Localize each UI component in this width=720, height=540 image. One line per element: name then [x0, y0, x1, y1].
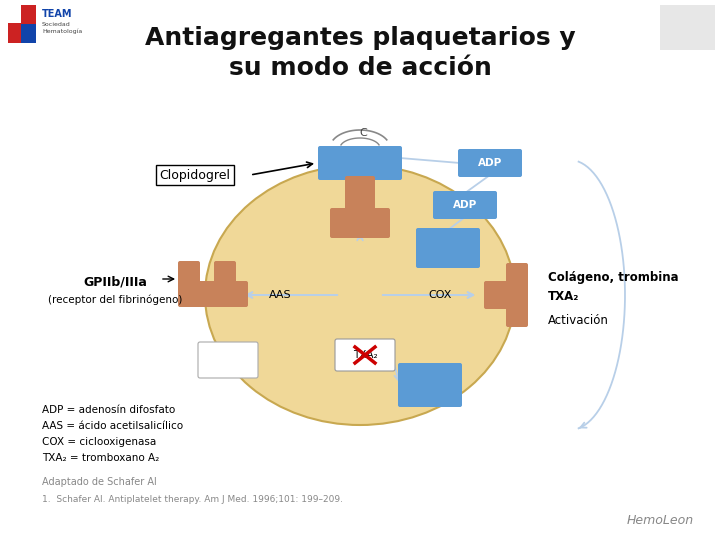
Text: su modo de acción: su modo de acción	[228, 56, 492, 80]
Text: ADP: ADP	[453, 200, 477, 210]
FancyBboxPatch shape	[416, 228, 480, 268]
Text: ADP: ADP	[478, 158, 502, 168]
Bar	[21, 24, 36, 43]
Bar	[8, 5, 93, 45]
Text: Sociedad
Hematología: Sociedad Hematología	[42, 22, 82, 33]
FancyBboxPatch shape	[433, 191, 497, 219]
Text: (receptor del fibrinógeno): (receptor del fibrinógeno)	[48, 295, 182, 305]
FancyBboxPatch shape	[178, 261, 200, 297]
Text: AAS = ácido acetilsalicílico: AAS = ácido acetilsalicílico	[42, 421, 183, 431]
Text: TXA₂: TXA₂	[548, 289, 580, 302]
Text: COX = ciclooxigenasa: COX = ciclooxigenasa	[42, 437, 156, 447]
FancyBboxPatch shape	[330, 208, 390, 238]
Text: Antiagregantes plaquetarios y: Antiagregantes plaquetarios y	[145, 26, 575, 50]
FancyBboxPatch shape	[506, 301, 528, 327]
Text: Colágeno, trombina: Colágeno, trombina	[548, 272, 679, 285]
Bar	[8, 5, 21, 23]
FancyBboxPatch shape	[345, 176, 375, 212]
FancyBboxPatch shape	[178, 281, 248, 307]
Text: TXA₂: TXA₂	[353, 350, 377, 360]
Text: Clopidogrel: Clopidogrel	[160, 168, 230, 181]
Text: C: C	[359, 128, 367, 138]
Text: GPIIb/IIIa: GPIIb/IIIa	[83, 275, 147, 288]
FancyBboxPatch shape	[398, 363, 462, 407]
Bar	[660, 5, 715, 50]
Text: Activación: Activación	[548, 314, 609, 327]
FancyBboxPatch shape	[458, 149, 522, 177]
FancyBboxPatch shape	[484, 281, 528, 309]
FancyBboxPatch shape	[335, 339, 395, 371]
FancyBboxPatch shape	[198, 342, 258, 378]
Text: TEAM: TEAM	[42, 9, 73, 19]
Text: TXA₂ = tromboxano A₂: TXA₂ = tromboxano A₂	[42, 453, 159, 463]
Bar	[8, 5, 36, 43]
FancyBboxPatch shape	[506, 263, 528, 289]
FancyBboxPatch shape	[214, 261, 236, 297]
Text: ADP = adenosín difosfato: ADP = adenosín difosfato	[42, 405, 175, 415]
Text: AAS: AAS	[269, 290, 292, 300]
Text: Adaptado de Schafer Al: Adaptado de Schafer Al	[42, 477, 157, 487]
Text: COX: COX	[428, 290, 451, 300]
FancyBboxPatch shape	[318, 146, 402, 180]
Text: 1.  Schafer Al. Antiplatelet therapy. Am J Med. 1996;101: 199–209.: 1. Schafer Al. Antiplatelet therapy. Am …	[42, 496, 343, 504]
Text: HemoLeon: HemoLeon	[626, 514, 693, 526]
Ellipse shape	[205, 165, 515, 425]
